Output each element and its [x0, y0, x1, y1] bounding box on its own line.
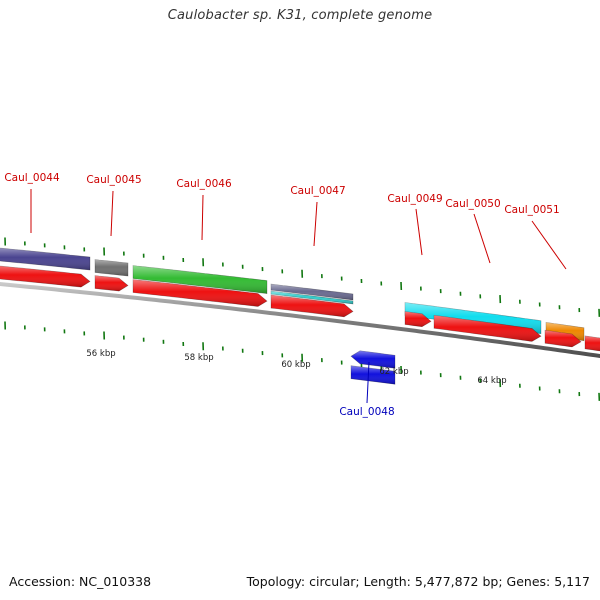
- leader-caul-0051: [531, 220, 567, 270]
- label-leader-lines: [30, 189, 567, 404]
- cds-arrow-3: [132, 279, 268, 307]
- gene-label-caul-0046: Caul_0046: [176, 178, 232, 190]
- gene-label-caul-0051: Caul_0051: [504, 204, 559, 216]
- cds-arrow-1: [0, 265, 91, 288]
- gene-label-caul-0045: Caul_0045: [86, 174, 141, 186]
- gene-label-caul-0050: Caul_0050: [445, 198, 500, 210]
- cds-arrow-6: [433, 314, 542, 342]
- cds-arrow-7: [544, 329, 582, 348]
- gene-label-layer: Caul_0044 Caul_0045 Caul_0046 Caul_0047 Caul…: [4, 172, 559, 418]
- cds-arrow-4: [270, 294, 354, 318]
- gene-label-caul-0048: Caul_0048: [339, 406, 394, 418]
- cds-arrow-2: [94, 275, 129, 292]
- leader-caul-0048: [366, 361, 370, 404]
- cds-arrow-caul-0048: [350, 350, 396, 369]
- leader-caul-0045: [110, 190, 114, 237]
- leader-caul-0050: [473, 213, 491, 264]
- block-caul-0046: [132, 265, 268, 294]
- kbp-label-56-kbp: 56 kbp: [86, 349, 115, 359]
- block-caul-0045: [94, 259, 129, 277]
- genome-backbone: [0, 282, 600, 358]
- kbp-label-layer: 56 kbp 58 kbp 60 kbp 62 kbp 64 kbp: [86, 349, 506, 386]
- block-caul-0047-b: [270, 290, 354, 305]
- gene-label-caul-0047: Caul_0047: [290, 185, 345, 197]
- feature-layer: [0, 247, 600, 385]
- block-caul-0044: [0, 247, 91, 271]
- topology-text: Topology: circular; Length: 5,477,872 bp…: [246, 574, 590, 589]
- block-caul-0047-a: [270, 283, 354, 301]
- tick-row-bottom: [4, 321, 600, 401]
- leader-caul-0046: [201, 194, 204, 241]
- genome-title: Caulobacter sp. K31, complete genome: [167, 8, 433, 23]
- backbone-arc: [0, 282, 600, 358]
- tick-row-top: [4, 237, 600, 317]
- gene-label-caul-0044: Caul_0044: [4, 172, 60, 184]
- cds-arrow-8: [584, 335, 600, 352]
- accession-text: Accession: NC_010338: [9, 574, 152, 589]
- kbp-label-64-kbp: 64 kbp: [477, 376, 506, 386]
- kbp-label-58-kbp: 58 kbp: [184, 353, 213, 363]
- block-caul-0048: [350, 365, 396, 385]
- leader-caul-0049: [415, 208, 423, 256]
- kbp-label-60-kbp: 60 kbp: [281, 360, 310, 370]
- kbp-label-62-kbp: 62 kbp: [379, 367, 408, 377]
- gene-label-caul-0049: Caul_0049: [387, 193, 442, 205]
- cds-arrow-5: [404, 311, 432, 328]
- leader-caul-0047: [313, 201, 318, 247]
